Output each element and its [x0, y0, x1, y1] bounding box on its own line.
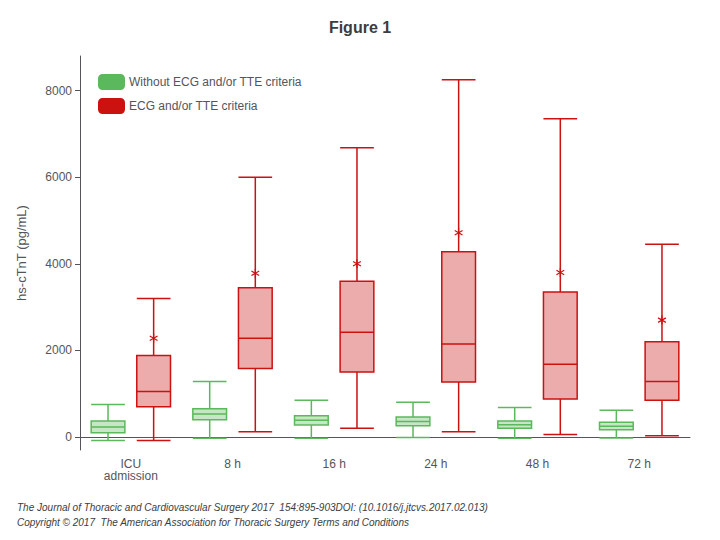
- svg-text:ICU: ICU: [120, 457, 142, 471]
- svg-text:Copyright © 2017 The American: Copyright © 2017 The American Associatio…: [17, 517, 409, 528]
- svg-text:0: 0: [65, 430, 72, 444]
- svg-text:2000: 2000: [45, 343, 72, 357]
- svg-text:48 h: 48 h: [526, 457, 549, 471]
- svg-text:Figure 1: Figure 1: [329, 19, 391, 36]
- svg-text:24 h: 24 h: [424, 457, 447, 471]
- svg-text:72 h: 72 h: [627, 457, 650, 471]
- svg-text:Without ECG and/or TTE criteri: Without ECG and/or TTE criteria: [129, 75, 302, 89]
- svg-text:ECG and/or TTE criteria: ECG and/or TTE criteria: [129, 99, 258, 113]
- svg-text:8000: 8000: [45, 84, 72, 98]
- svg-text:8 h: 8 h: [224, 457, 241, 471]
- svg-text:6000: 6000: [45, 170, 72, 184]
- svg-text:16 h: 16 h: [322, 457, 345, 471]
- svg-text:admission: admission: [104, 469, 158, 483]
- svg-text:4000: 4000: [45, 257, 72, 271]
- svg-text:hs-cTnT (pg/mL): hs-cTnT (pg/mL): [14, 205, 29, 301]
- svg-text:The Journal of Thoracic and Ca: The Journal of Thoracic and Cardiovascul…: [17, 502, 488, 513]
